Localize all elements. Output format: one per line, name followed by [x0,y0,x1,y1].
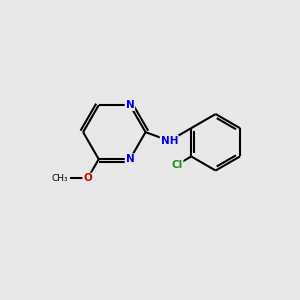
Text: N: N [126,154,134,164]
Text: NH: NH [160,136,178,146]
Text: CH₃: CH₃ [52,174,68,183]
Text: O: O [83,173,92,184]
Text: N: N [126,100,134,110]
Text: Cl: Cl [171,160,183,170]
